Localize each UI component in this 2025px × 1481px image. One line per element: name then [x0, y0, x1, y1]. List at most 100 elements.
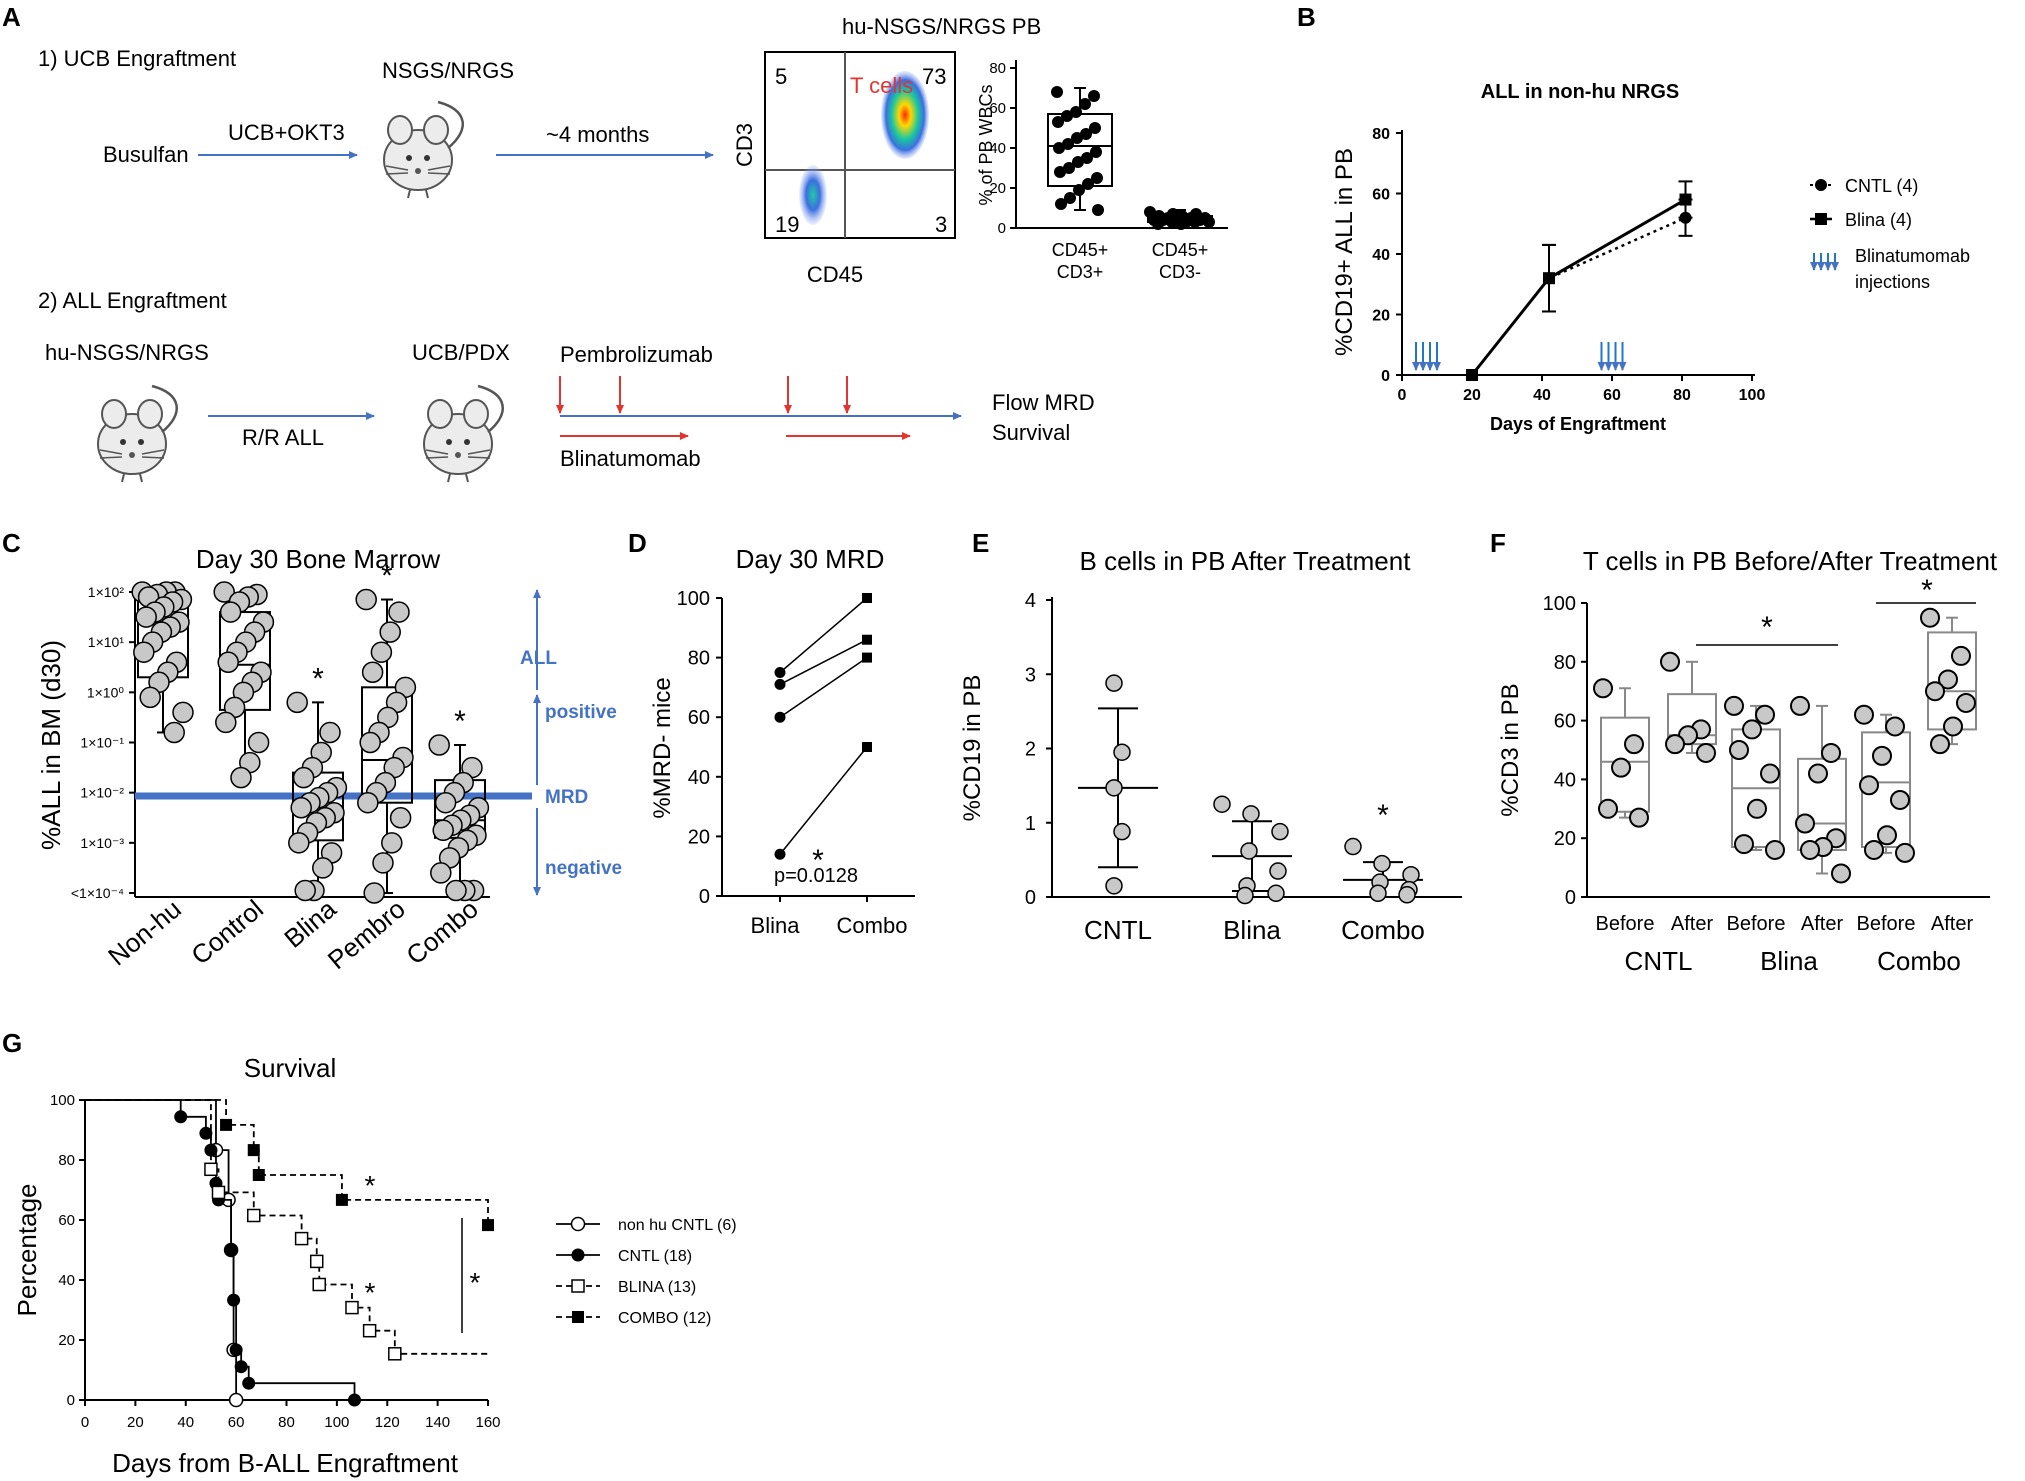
panel-a-boxplot: % of PB WBCs CD45+ CD3+ CD45+ CD3- 0 20 40… [976, 60, 1228, 282]
c-annot-positive: positive [545, 702, 617, 723]
g-ytick-label-100: 100 [50, 1092, 75, 1109]
g-event-2-10 [309, 1254, 324, 1269]
g-xtick-label-40: 40 [177, 1414, 194, 1431]
step2-label: 2) ALL Engraftment [38, 288, 227, 313]
g-xtick-label-20: 20 [127, 1414, 144, 1431]
a-point-1-13 [1203, 216, 1215, 228]
g-event-3-8 [335, 1193, 348, 1206]
c-ytick-label-2: 1×10⁰ [87, 684, 125, 700]
c-point-2-1 [319, 721, 341, 744]
e-point-0-1 [1113, 743, 1131, 761]
flow-cluster-neg [799, 165, 827, 225]
g-legend-label-3: COMBO (12) [618, 1310, 711, 1327]
a-point-0-17 [1082, 178, 1094, 190]
c-point-3-14 [357, 791, 379, 814]
flow-plot-frame [764, 51, 956, 239]
c-point-2-16 [312, 857, 334, 879]
f-point-2-4 [1760, 763, 1780, 784]
a-point-0-0 [1051, 86, 1063, 98]
outcome-survival: Survival [992, 420, 1070, 445]
g-event-1-22 [348, 1393, 362, 1407]
g-star-combo: * [365, 1170, 376, 1201]
g-event-1-4 [199, 1126, 213, 1140]
f-point-2-1 [1755, 704, 1775, 725]
d-pair-line-3 [779, 746, 868, 855]
panel-label-f: F [1490, 528, 1506, 558]
a-point-0-10 [1053, 142, 1065, 154]
c-point-4-0 [428, 734, 450, 756]
panel-d-chart: Day 30 MRD %MRD- mice p=0.0128 0 20 40 60 80… [649, 544, 915, 938]
b-xtick-label-40: 40 [1533, 387, 1551, 404]
a-ytick-label-60: 60 [989, 100, 1006, 117]
b-ytick-label-20: 20 [1372, 308, 1390, 325]
mouse-icon-3 [422, 384, 505, 484]
c-point-0-9 [135, 606, 157, 628]
flow-q-ll: 19 [775, 212, 799, 237]
flow-cluster-tcells [881, 71, 929, 159]
g-xtick-label-120: 120 [375, 1414, 400, 1431]
mouse-icon-2 [96, 384, 179, 484]
ucb-pdx-label: UCB/PDX [412, 340, 510, 365]
f-ytick-label-20: 20 [1554, 828, 1576, 850]
g-legend-marker-2 [571, 1279, 585, 1293]
c-cat-label-3: Pembro [322, 894, 411, 976]
g-legend-marker-1 [571, 1248, 585, 1262]
f-point-3-7 [1831, 863, 1851, 884]
b-point-1-0 [1466, 369, 1478, 381]
f-box-0-box [1600, 716, 1650, 813]
f-subcat-label-3: After [1801, 913, 1844, 935]
g-event-0-10 [228, 1392, 244, 1408]
c-annot-all: ALL [520, 648, 557, 669]
a-point-0-14 [1063, 162, 1075, 174]
g-star-blina: * [365, 1277, 376, 1308]
f-subcat-label-4: Before [1857, 913, 1916, 935]
f-point-0-3 [1598, 798, 1618, 819]
mouse-icon-1 [382, 100, 465, 200]
a-ytick-label-20: 20 [989, 180, 1006, 197]
f-point-4-2 [1872, 745, 1892, 766]
e-point-1-0 [1213, 795, 1231, 813]
flow-tcells-label: T cells [850, 73, 913, 98]
panel-label-d: D [628, 528, 647, 558]
c-ytick-label-6: <1×10⁻⁴ [71, 885, 124, 901]
f-point-3-0 [1790, 695, 1810, 716]
a-point-0-2 [1079, 98, 1091, 110]
f-point-5-1 [1951, 645, 1971, 666]
b-legend-cntl: CNTL (4) [1845, 176, 1918, 196]
g-xtick-label-80: 80 [278, 1414, 295, 1431]
f-point-5-0 [1920, 607, 1940, 628]
panel-label-g: G [2, 1028, 22, 1058]
b-legend-cntl-marker [1815, 179, 1827, 191]
f-star-1: * [1761, 611, 1773, 644]
d-point-blina-0 [774, 667, 786, 678]
e-point-2-1 [1373, 854, 1391, 873]
flow-xlabel: CD45 [807, 262, 863, 287]
b-ytick-label-80: 80 [1372, 126, 1390, 143]
g-event-1-20 [242, 1376, 256, 1390]
f-point-4-6 [1864, 839, 1884, 860]
b-xtick-label-80: 80 [1673, 387, 1691, 404]
e-ytick-label-2: 2 [1025, 739, 1036, 761]
d-pair-line-1 [779, 639, 868, 686]
f-point-4-4 [1890, 789, 1910, 810]
f-point-0-4 [1629, 807, 1649, 828]
a-point-0-8 [1071, 132, 1083, 144]
e-point-0-2 [1105, 779, 1123, 797]
e-point-0-4 [1105, 877, 1123, 895]
c-point-3-9 [359, 731, 381, 754]
a-point-0-12 [1081, 152, 1093, 164]
b-xtick-label-0: 0 [1398, 387, 1407, 404]
a-point-0-21 [1092, 204, 1104, 216]
nsgs-label: NSGS/NRGS [382, 58, 514, 83]
g-xtick-label-60: 60 [228, 1414, 245, 1431]
f-subcat-label-5: After [1931, 913, 1974, 935]
a-point-0-1 [1088, 90, 1100, 102]
g-curve-3 [85, 1099, 489, 1226]
f-point-1-3 [1665, 734, 1685, 755]
f-star-2: * [1921, 574, 1933, 607]
g-xtick-label-160: 160 [475, 1414, 500, 1431]
c-cat-label-0: Non-hu [102, 894, 187, 972]
months-label: ~4 months [546, 122, 649, 147]
c-point-1-0 [213, 581, 235, 603]
panel-b-chart: ALL in non-hu NRGS Days of Engraftment %… [1331, 81, 1970, 434]
